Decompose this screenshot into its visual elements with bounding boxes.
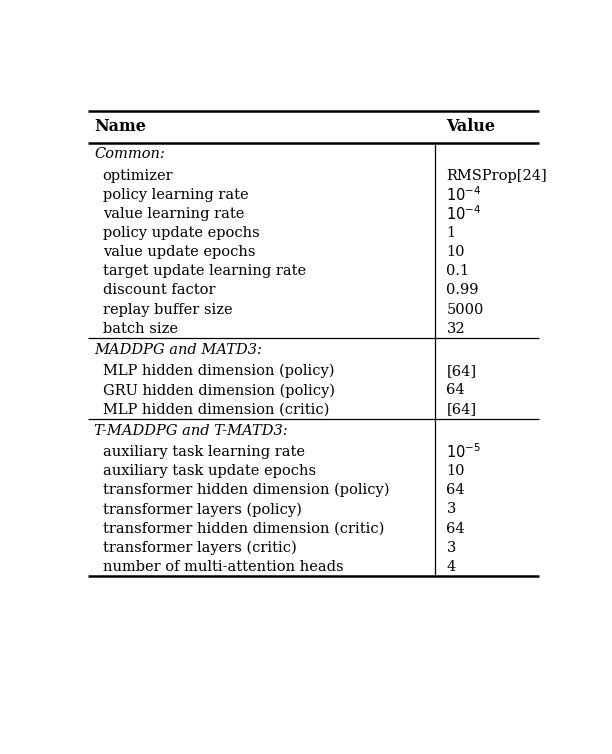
- Text: GRU hidden dimension (policy): GRU hidden dimension (policy): [103, 383, 335, 397]
- Text: transformer hidden dimension (policy): transformer hidden dimension (policy): [103, 483, 389, 498]
- Text: MLP hidden dimension (policy): MLP hidden dimension (policy): [103, 364, 334, 379]
- Text: auxiliary task update epochs: auxiliary task update epochs: [103, 464, 316, 478]
- Text: value update epochs: value update epochs: [103, 245, 255, 259]
- Text: Common:: Common:: [94, 147, 165, 161]
- Text: policy learning rate: policy learning rate: [103, 188, 248, 201]
- Text: transformer hidden dimension (critic): transformer hidden dimension (critic): [103, 522, 384, 535]
- Text: RMSProp[24]: RMSProp[24]: [447, 169, 547, 182]
- Text: 1: 1: [447, 226, 455, 240]
- Text: [64]: [64]: [447, 364, 477, 379]
- Text: MLP hidden dimension (critic): MLP hidden dimension (critic): [103, 403, 329, 416]
- Text: value learning rate: value learning rate: [103, 207, 244, 221]
- Text: 0.1: 0.1: [447, 265, 469, 278]
- Text: transformer layers (policy): transformer layers (policy): [103, 502, 302, 516]
- Text: 64: 64: [447, 522, 465, 535]
- Text: 0.99: 0.99: [447, 284, 479, 298]
- Text: Value: Value: [447, 118, 496, 135]
- Text: 10: 10: [447, 245, 465, 259]
- Text: [64]: [64]: [447, 403, 477, 416]
- Text: 4: 4: [447, 560, 456, 574]
- Text: 64: 64: [447, 483, 465, 497]
- Text: $10^{-4}$: $10^{-4}$: [447, 185, 482, 204]
- Text: number of multi-attention heads: number of multi-attention heads: [103, 560, 343, 574]
- Text: optimizer: optimizer: [103, 169, 173, 182]
- Text: 3: 3: [447, 502, 456, 516]
- Text: 3: 3: [447, 541, 456, 555]
- Text: auxiliary task learning rate: auxiliary task learning rate: [103, 445, 305, 459]
- Text: batch size: batch size: [103, 322, 177, 336]
- Text: T-MADDPG and T-MATD3:: T-MADDPG and T-MATD3:: [94, 424, 288, 438]
- Text: target update learning rate: target update learning rate: [103, 265, 306, 278]
- Text: $10^{-5}$: $10^{-5}$: [447, 443, 482, 461]
- Text: 10: 10: [447, 464, 465, 478]
- Text: 5000: 5000: [447, 302, 484, 317]
- Text: discount factor: discount factor: [103, 284, 215, 298]
- Text: policy update epochs: policy update epochs: [103, 226, 259, 240]
- Text: Name: Name: [94, 118, 146, 135]
- Text: replay buffer size: replay buffer size: [103, 302, 232, 317]
- Text: $10^{-4}$: $10^{-4}$: [447, 204, 482, 223]
- Text: transformer layers (critic): transformer layers (critic): [103, 541, 296, 555]
- Text: MADDPG and MATD3:: MADDPG and MATD3:: [94, 343, 262, 357]
- Text: 32: 32: [447, 322, 465, 336]
- Text: 64: 64: [447, 383, 465, 397]
